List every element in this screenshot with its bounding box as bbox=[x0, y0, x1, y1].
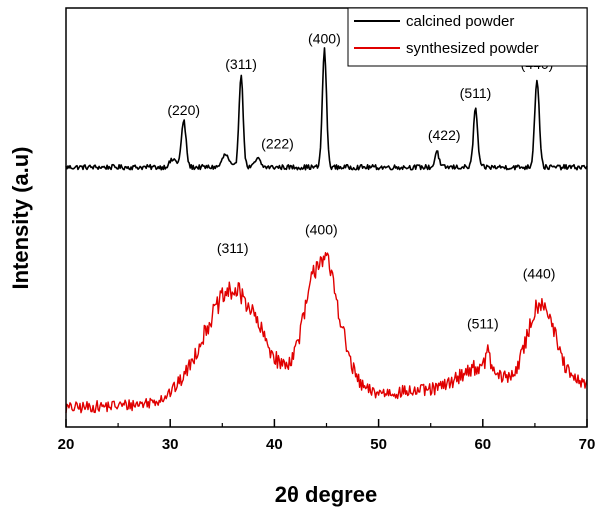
peak-label: (400) bbox=[308, 31, 341, 47]
peak-label: (311) bbox=[217, 240, 249, 256]
peak-label: (440) bbox=[523, 265, 556, 281]
legend: calcined powder synthesized powder bbox=[347, 7, 588, 67]
peak-label: (311) bbox=[225, 56, 257, 72]
x-tick-label: 70 bbox=[579, 436, 596, 453]
peak-label: (511) bbox=[460, 85, 492, 101]
legend-label-synthesized: synthesized powder bbox=[406, 40, 539, 57]
x-tick-label: 30 bbox=[162, 436, 179, 453]
tick-layer: 20 30 40 50 60 70 bbox=[58, 419, 596, 453]
peak-label: (222) bbox=[261, 135, 294, 151]
series-layer bbox=[65, 47, 588, 414]
x-axis-title: 2θ degree bbox=[275, 482, 377, 507]
x-tick-label: 40 bbox=[266, 436, 283, 453]
peak-label: (220) bbox=[167, 102, 200, 118]
x-tick-label: 60 bbox=[474, 436, 491, 453]
peak-label: (422) bbox=[428, 127, 461, 143]
peak-label: (400) bbox=[305, 221, 338, 237]
x-tick-label: 20 bbox=[58, 436, 75, 453]
series-line-calcined bbox=[65, 47, 588, 171]
series-line-synthesized bbox=[65, 251, 588, 414]
peak-label: (511) bbox=[467, 316, 499, 332]
y-axis-title: Intensity (a.u) bbox=[8, 146, 33, 289]
legend-box bbox=[347, 7, 588, 67]
legend-label-calcined: calcined powder bbox=[406, 13, 514, 30]
x-tick-label: 50 bbox=[370, 436, 387, 453]
